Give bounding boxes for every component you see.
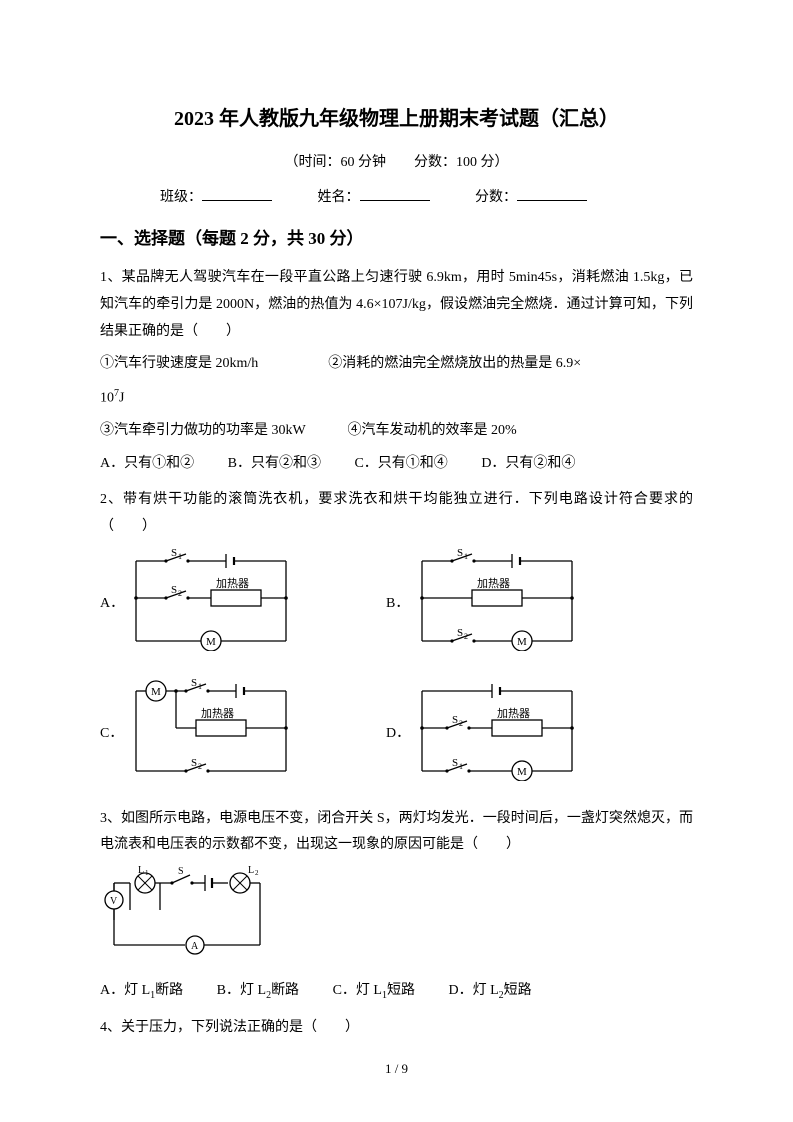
q4-stem: 4、关于压力，下列说法正确的是（ ）: [100, 1015, 693, 1042]
svg-text:S: S: [457, 547, 463, 559]
q2-row-cd: C． M S1 加热器 S2: [100, 676, 693, 792]
q1-optC: C．只有①和④: [354, 451, 447, 478]
svg-text:2: 2: [198, 762, 202, 771]
svg-text:M: M: [517, 766, 527, 778]
svg-text:S: S: [171, 547, 177, 559]
page-title: 2023 年人教版九年级物理上册期末考试题（汇总）: [100, 100, 693, 138]
q3-optD: D．灯 L2短路: [448, 978, 531, 1005]
svg-text:L: L: [138, 865, 144, 876]
q1-cond3: ③汽车牵引力做功的功率是 30kW: [100, 423, 305, 438]
page-footer: 1 / 9: [0, 1057, 793, 1082]
heater-label: 加热器: [216, 577, 249, 590]
q1-line3: 107J: [100, 384, 693, 412]
q3-options: A．灯 L1断路 B．灯 L2断路 C．灯 L1短路 D．灯 L2短路: [100, 978, 693, 1005]
svg-text:1: 1: [459, 762, 463, 771]
q2-row-ab: A． S1 加热器 S2: [100, 546, 693, 662]
q2-stem: 2、带有烘干功能的滚筒洗衣机，要求洗衣和烘干均能独立进行．下列电路设计符合要求的…: [100, 487, 693, 540]
q2-diagram-c: M S1 加热器 S2: [126, 676, 296, 792]
svg-text:2: 2: [255, 869, 259, 877]
svg-text:1: 1: [198, 682, 202, 691]
q3-optB: B．灯 L2断路: [217, 978, 299, 1005]
subtitle: （时间：60 分钟 分数：100 分）: [100, 150, 693, 177]
student-info-line: 班级： 姓名： 分数：: [100, 185, 693, 212]
svg-text:S: S: [191, 757, 197, 769]
q1-optA: A．只有①和②: [100, 451, 194, 478]
q2-labelB: B．: [386, 591, 412, 618]
q2-diagram-a: S1 加热器 S2 M: [126, 546, 296, 662]
q3-diagram: V L1 S L2 A: [100, 865, 693, 971]
section-1-header: 一、选择题（每题 2 分，共 30 分）: [100, 223, 693, 255]
q2-labelC: C．: [100, 721, 126, 748]
svg-text:M: M: [517, 636, 527, 648]
q1-cond2: ②消耗的燃油完全燃烧放出的热量是 6.9×: [328, 356, 581, 371]
score-label: 分数：: [475, 190, 517, 205]
svg-text:V: V: [110, 896, 118, 907]
svg-text:L: L: [248, 865, 254, 876]
svg-text:S: S: [452, 714, 458, 726]
q2-diagram-d: S2 加热器 S1 M: [412, 676, 582, 792]
q1-cond1: ①汽车行驶速度是 20km/h: [100, 356, 258, 371]
svg-text:M: M: [206, 636, 216, 648]
svg-text:S: S: [457, 627, 463, 639]
svg-text:2: 2: [178, 589, 182, 598]
svg-text:A: A: [191, 941, 199, 952]
q3-optC: C．灯 L1短路: [333, 978, 415, 1005]
q1-options: A．只有①和② B．只有②和③ C．只有①和④ D．只有②和④: [100, 451, 693, 478]
svg-text:1: 1: [464, 552, 468, 561]
svg-text:2: 2: [459, 719, 463, 728]
q1-optB: B．只有②和③: [228, 451, 321, 478]
svg-text:S: S: [191, 677, 197, 689]
q1-cond4: ④汽车发动机的效率是 20%: [347, 423, 516, 438]
svg-text:加热器: 加热器: [497, 707, 530, 720]
class-blank[interactable]: [202, 185, 272, 201]
svg-text:1: 1: [145, 869, 149, 877]
class-label: 班级：: [160, 190, 202, 205]
svg-text:M: M: [151, 686, 161, 698]
q3-optA: A．灯 L1断路: [100, 978, 183, 1005]
q2-labelD: D．: [386, 721, 412, 748]
svg-text:S: S: [452, 757, 458, 769]
name-blank[interactable]: [360, 185, 430, 201]
q1-stem: 1、某品牌无人驾驶汽车在一段平直公路上匀速行驶 6.9km，用时 5min45s…: [100, 265, 693, 345]
q1-optD: D．只有②和④: [481, 451, 575, 478]
svg-text:2: 2: [464, 632, 468, 641]
q1-unit: J: [119, 391, 124, 406]
svg-text:S: S: [178, 866, 184, 877]
svg-text:1: 1: [178, 552, 182, 561]
svg-text:加热器: 加热器: [201, 707, 234, 720]
q3-stem: 3、如图所示电路，电源电压不变，闭合开关 S，两灯均发光．一段时间后，一盏灯突然…: [100, 806, 693, 859]
name-label: 姓名：: [318, 190, 360, 205]
q1-line4: ③汽车牵引力做功的功率是 30kW ④汽车发动机的效率是 20%: [100, 418, 693, 445]
svg-text:S: S: [171, 584, 177, 596]
score-blank[interactable]: [517, 185, 587, 201]
q1-exp-base: 10: [100, 391, 114, 406]
svg-text:加热器: 加热器: [477, 577, 510, 590]
q1-line2: ①汽车行驶速度是 20km/h ②消耗的燃油完全燃烧放出的热量是 6.9×: [100, 351, 693, 378]
q2-diagram-b: S1 加热器 M S2: [412, 546, 582, 662]
q2-labelA: A．: [100, 591, 126, 618]
